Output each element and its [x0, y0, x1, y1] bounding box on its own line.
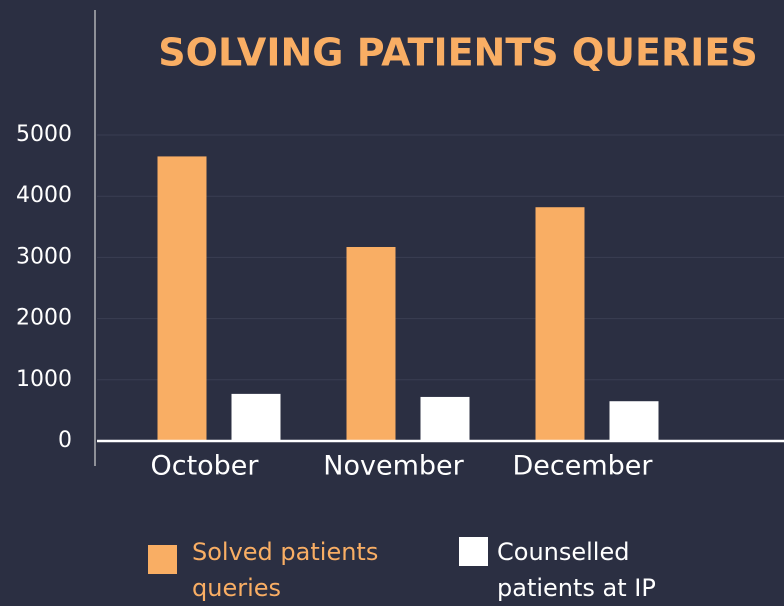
y-tick-label: 2000	[16, 306, 72, 331]
legend-swatch	[148, 545, 177, 574]
x-tick-label: December	[512, 451, 653, 482]
chart-title: SOLVING PATIENTS QUERIES	[158, 31, 757, 75]
legend-label: Counselled patients at IP	[497, 538, 656, 602]
bar	[609, 401, 659, 441]
x-tick-label: November	[323, 451, 464, 482]
x-tick-label: October	[150, 451, 259, 482]
legend-label: Solved patients queries	[192, 538, 379, 602]
y-tick-label: 3000	[16, 244, 72, 269]
y-tick-label: 0	[58, 428, 72, 453]
bar	[346, 246, 396, 441]
y-tick-label: 1000	[16, 367, 72, 392]
y-tick-label: 4000	[16, 183, 72, 208]
y-tick-label: 5000	[16, 122, 72, 147]
bar	[535, 207, 585, 441]
bar	[157, 156, 207, 442]
bar	[231, 393, 281, 441]
legend-swatch	[459, 537, 488, 566]
bar	[420, 396, 470, 441]
